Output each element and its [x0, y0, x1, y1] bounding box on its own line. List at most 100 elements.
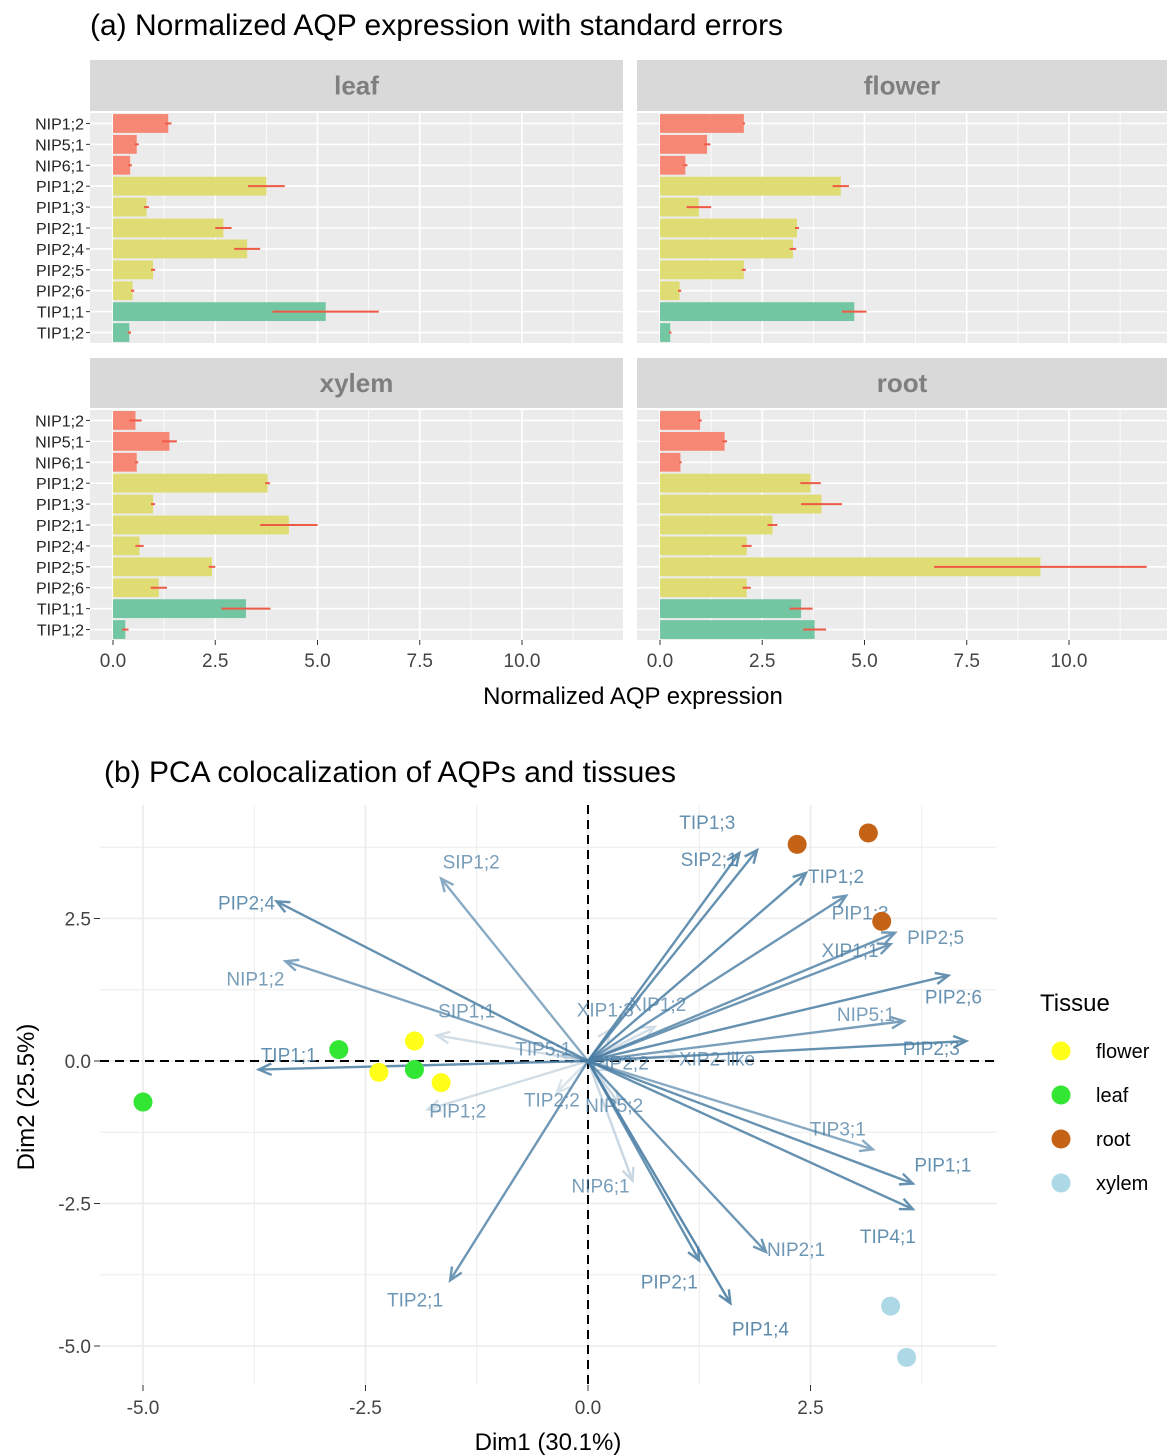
legend-title: Tissue [1040, 990, 1110, 1017]
bar-flower-PIP2;1 [660, 218, 798, 238]
vector-head-PIP2;3 [952, 1034, 970, 1049]
bar-leaf-NIP1;2 [113, 114, 169, 133]
point-flower [369, 1062, 389, 1082]
bar-root-PIP2;4 [660, 536, 747, 556]
pca-plot: -5.0 -2.5 0.0 2.5 2.5 0.0 -2.5 -5.0 PIP2;4 NIP1;2… [58, 805, 997, 1419]
vector-label-PIP1;1: PIP1;1 [914, 1156, 971, 1177]
cat-tick-label: NIP5;1 [35, 434, 84, 451]
vector-NIP2;1 [587, 1060, 769, 1255]
bar-root-PIP2;6 [660, 578, 747, 598]
strip-label-flower: flower [864, 71, 941, 101]
vector-label-XIP1;1: XIP1;1 [822, 941, 879, 962]
vector-NIP6;1 [586, 1060, 635, 1184]
vector-line-SIP2;1 [587, 849, 759, 1062]
x-tick-label: 7.5 [954, 651, 980, 672]
bar-flower-NIP6;1 [660, 155, 686, 175]
vector-head-TIP2;2 [554, 1078, 571, 1095]
vector-TIP1;2 [587, 870, 809, 1062]
vector-label-PIP1;2: PIP1;2 [429, 1101, 486, 1122]
vector-label-TIP1;3: TIP1;3 [679, 813, 735, 834]
vector-head-TIP1;1 [255, 1062, 273, 1077]
point-leaf [133, 1092, 153, 1112]
vector-head-PIP1;3 [832, 894, 849, 909]
x-tick-label: 10.0 [504, 651, 541, 672]
x-tick-label: -2.5 [349, 1398, 382, 1419]
bar-flower-PIP2;5 [660, 260, 744, 280]
bar-xylem-NIP1;2 [113, 411, 136, 430]
vector-line-TIP3;1 [587, 1059, 874, 1151]
bar-leaf-PIP2;6 [113, 281, 133, 301]
cat-tick-label: PIP2;5 [36, 263, 84, 280]
vector-TIP5;1 [558, 1051, 589, 1065]
bar-xylem-PIP1;2 [113, 473, 268, 493]
vector-head-PIP1;4 [718, 1289, 732, 1306]
vector-head-TIP5;1 [558, 1051, 576, 1065]
vector-label-TIP3;1: TIP3;1 [810, 1119, 866, 1140]
x-tick-label: 7.5 [407, 651, 433, 672]
x-tick-label: 0.0 [647, 651, 673, 672]
vector-PIP2;4 [273, 900, 589, 1063]
vector-line-PIP2;6 [587, 974, 949, 1063]
vector-line-PIP1;2 [427, 1059, 589, 1111]
x-tick-label: 0.0 [575, 1398, 601, 1419]
vector-line-TIP2;1 [449, 1060, 590, 1282]
cat-tick-label: PIP2;4 [36, 539, 84, 556]
legend-label-root: root [1096, 1129, 1131, 1151]
vector-XIP1;1 [587, 931, 898, 1063]
cat-tick-label: PIP2;6 [36, 581, 84, 598]
bar-xylem-PIP2;1 [113, 515, 289, 535]
vector-head-XIP1;2 [640, 1025, 658, 1039]
bar-leaf-PIP1;3 [113, 197, 147, 217]
bar-xylem-NIP6;1 [113, 452, 137, 472]
vector-head-XIP1;1 [881, 931, 898, 944]
cat-tick-label: PIP1;2 [36, 476, 84, 493]
x-tick-label: 2.5 [749, 651, 775, 672]
point-root [858, 823, 878, 843]
vector-head-PIP1;1 [898, 1172, 916, 1186]
vector-label-TIP1;1: TIP1;1 [261, 1046, 317, 1067]
bar-flower-NIP5;1 [660, 134, 708, 154]
point-root [872, 911, 892, 931]
y-tick-label: -2.5 [58, 1195, 91, 1216]
vector-line-TIP1;1 [258, 1059, 589, 1071]
strip-label-leaf: leaf [334, 71, 379, 101]
bar-flower-PIP2;6 [660, 281, 680, 301]
vector-head-TIP3;1 [858, 1139, 876, 1153]
vector-head-NIP2;1 [752, 1238, 769, 1255]
vector-head-TIP1;2 [792, 870, 809, 887]
bar-root-TIP1;2 [660, 620, 815, 639]
vector-label-PIP2;2: PIP2;2 [592, 1054, 649, 1075]
y-tick-label: -5.0 [58, 1337, 91, 1358]
chart-b-xlabel: Dim1 (30.1%) [475, 1429, 622, 1456]
cat-tick-label: NIP6;1 [35, 158, 84, 175]
bar-leaf-NIP5;1 [113, 134, 137, 154]
vector-label-SIP1;2: SIP1;2 [443, 853, 500, 874]
cat-tick-label: PIP1;3 [36, 497, 84, 514]
vector-TIP4;1 [587, 1059, 916, 1211]
cat-tick-label: TIP1;1 [37, 602, 84, 619]
vector-line-SIP1;1 [436, 1034, 589, 1063]
cat-tick-label: PIP2;5 [36, 560, 84, 577]
bar-flower-TIP1;2 [660, 323, 671, 342]
vector-PIP1;3 [587, 894, 849, 1063]
vector-PIP1;2 [424, 1059, 589, 1113]
strip-flower [637, 60, 1167, 111]
cat-tick-label: PIP1;3 [36, 200, 84, 217]
cat-tick-label: PIP2;4 [36, 242, 84, 259]
vector-line-TIP1;3 [587, 852, 741, 1062]
bar-xylem-TIP1;1 [113, 599, 246, 619]
vector-line-TIP1;2 [587, 871, 807, 1062]
bar-leaf-PIP1;2 [113, 176, 267, 196]
vector-SIP2;1 [587, 847, 759, 1062]
vector-head-SIP2;1 [744, 847, 759, 864]
vector-SIP1;1 [433, 1030, 589, 1063]
vector-line-NIP1;2 [285, 960, 589, 1063]
legend-key-xylem [1051, 1173, 1071, 1193]
legend-label-leaf: leaf [1096, 1085, 1129, 1107]
bar-leaf-PIP2;4 [113, 239, 248, 259]
bar-xylem-NIP5;1 [113, 431, 170, 451]
cat-tick-label: NIP1;2 [35, 413, 84, 430]
chart-b-title: (b) PCA colocalization of AQPs and tissu… [104, 756, 676, 789]
legend-label-flower: flower [1096, 1041, 1150, 1063]
